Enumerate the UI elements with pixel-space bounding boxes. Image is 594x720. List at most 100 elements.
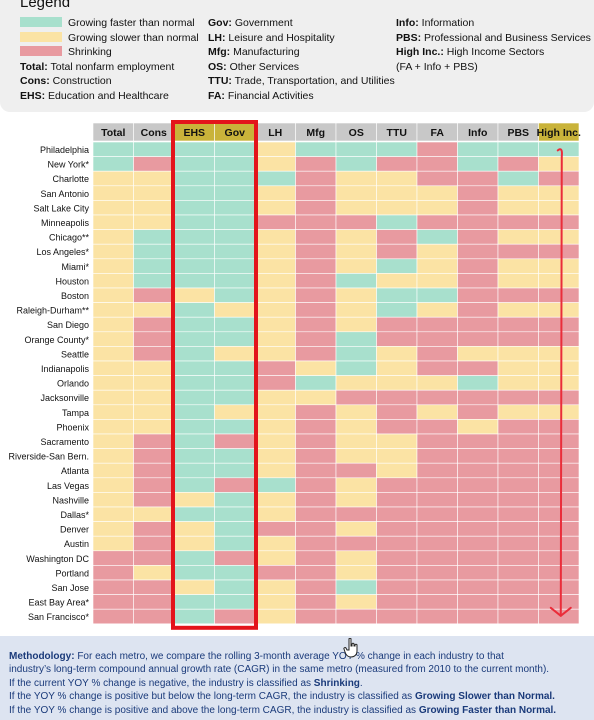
heatmap-cell (133, 156, 175, 172)
legend-abbrev-key: FA: (208, 89, 225, 102)
heatmap-cell (497, 389, 539, 406)
heatmap-cell (254, 258, 296, 274)
heatmap-cell (457, 229, 499, 245)
heatmap-cell (214, 170, 256, 187)
heatmap-cell (173, 170, 215, 187)
heatmap-cell (457, 360, 499, 376)
metro-label: Boston (61, 291, 89, 301)
heatmap-cell (376, 156, 418, 172)
legend-abbrev-key: Mfg: (208, 46, 231, 59)
heatmap-cell (173, 375, 215, 391)
heatmap-cell (214, 302, 256, 318)
heatmap-cell (376, 550, 418, 566)
heatmap-cell (457, 462, 499, 479)
heatmap-cell (173, 448, 215, 464)
heatmap-cell (376, 331, 418, 347)
heatmap-cell (416, 389, 458, 406)
heatmap-cell (295, 200, 337, 216)
heatmap-cell (416, 170, 458, 187)
metro-label: Salt Lake City (33, 203, 89, 213)
heatmap-cell (92, 170, 134, 187)
heatmap-cell (295, 462, 337, 479)
heatmap-cell (538, 492, 580, 508)
heatmap-cell (335, 360, 377, 376)
heatmap-cell (335, 492, 377, 508)
heatmap-cell (538, 258, 580, 274)
metro-label: Miami* (61, 262, 89, 272)
heatmap-cell (497, 433, 539, 449)
heatmap-cell (173, 156, 215, 172)
heatmap-cell (335, 287, 377, 303)
legend-abbrev-key: High Inc.: (396, 46, 444, 59)
heatmap-cell (214, 535, 256, 552)
heatmap-cell (497, 404, 539, 420)
heatmap-cell (335, 156, 377, 172)
heatmap-cell (335, 506, 377, 522)
heatmap-cell (376, 185, 418, 201)
heatmap-cell (457, 273, 499, 289)
heatmap-cell (538, 287, 580, 303)
heatmap-cell (457, 521, 499, 537)
heatmap-cell (376, 404, 418, 420)
heatmap-cell (214, 156, 256, 172)
heatmap-cell (457, 302, 499, 318)
heatmap-cell (457, 550, 499, 566)
heatmap-cell (416, 535, 458, 552)
heatmap-cell (214, 360, 256, 376)
heatmap-cell (254, 287, 296, 303)
column-header-label: High Inc. (537, 127, 581, 139)
heatmap-cell (254, 360, 296, 376)
heatmap-cell (173, 608, 215, 625)
heatmap-cell (254, 433, 296, 449)
heatmap-cell (457, 535, 499, 552)
heatmap-cell (92, 302, 134, 318)
heatmap-cell (254, 608, 296, 625)
column-header-label: PBS (507, 127, 529, 139)
legend-abbrev-text: Professional and Business Services (424, 31, 591, 44)
legend-abbrev: Total: Total nonfarm employment (20, 60, 199, 75)
heatmap-cell (214, 287, 256, 303)
heatmap-cell (335, 535, 377, 552)
heatmap-cell (376, 302, 418, 318)
heatmap-cell (254, 214, 296, 230)
heatmap-cell (254, 331, 296, 347)
heatmap-cell (538, 462, 580, 479)
heatmap-cell (295, 535, 337, 552)
heatmap-cell (457, 170, 499, 187)
heatmap-cell (416, 273, 458, 289)
heatmap-cell (538, 419, 580, 435)
methodology-emphasis: Growing Faster than Normal. (418, 704, 557, 716)
heatmap-cell (497, 448, 539, 464)
heatmap-cell (376, 419, 418, 435)
heatmap-cell (335, 375, 377, 391)
heatmap-cell (214, 229, 256, 245)
heatmap-cell (376, 448, 418, 464)
methodology-line: If the current YOY % change is negative,… (9, 677, 586, 690)
heatmap-cell (133, 170, 175, 187)
heatmap-cell (416, 331, 458, 347)
heatmap-cell (92, 506, 134, 522)
metro-label: Nashville (52, 495, 89, 505)
legend-abbrev-text: Leisure and Hospitality (228, 31, 335, 44)
heatmap-cell (416, 477, 458, 493)
heatmap-cell (173, 594, 215, 610)
legend-abbrev: Gov: Government (208, 16, 395, 31)
metro-label: San Diego (47, 320, 89, 330)
heatmap-cell (173, 550, 215, 566)
heatmap-cell (457, 565, 499, 581)
heatmap-cell (214, 579, 256, 595)
legend-swatch (20, 17, 62, 27)
legend-abbrev: LH: Leisure and Hospitality (208, 31, 395, 46)
heatmap-cell (214, 258, 256, 274)
heatmap-cell (457, 214, 499, 230)
heatmap-cell (497, 419, 539, 435)
heatmap-cell (416, 433, 458, 449)
heatmap-cell (295, 214, 337, 230)
methodology-text: industry’s long-term compound annual gro… (9, 664, 550, 676)
heatmap-cell (497, 535, 539, 552)
heatmap-cell (497, 346, 539, 362)
legend-abbrev-key: TTU: (208, 75, 232, 88)
heatmap-cell (295, 608, 337, 625)
heatmap-cell (457, 316, 499, 333)
heatmap-cell (538, 550, 580, 566)
